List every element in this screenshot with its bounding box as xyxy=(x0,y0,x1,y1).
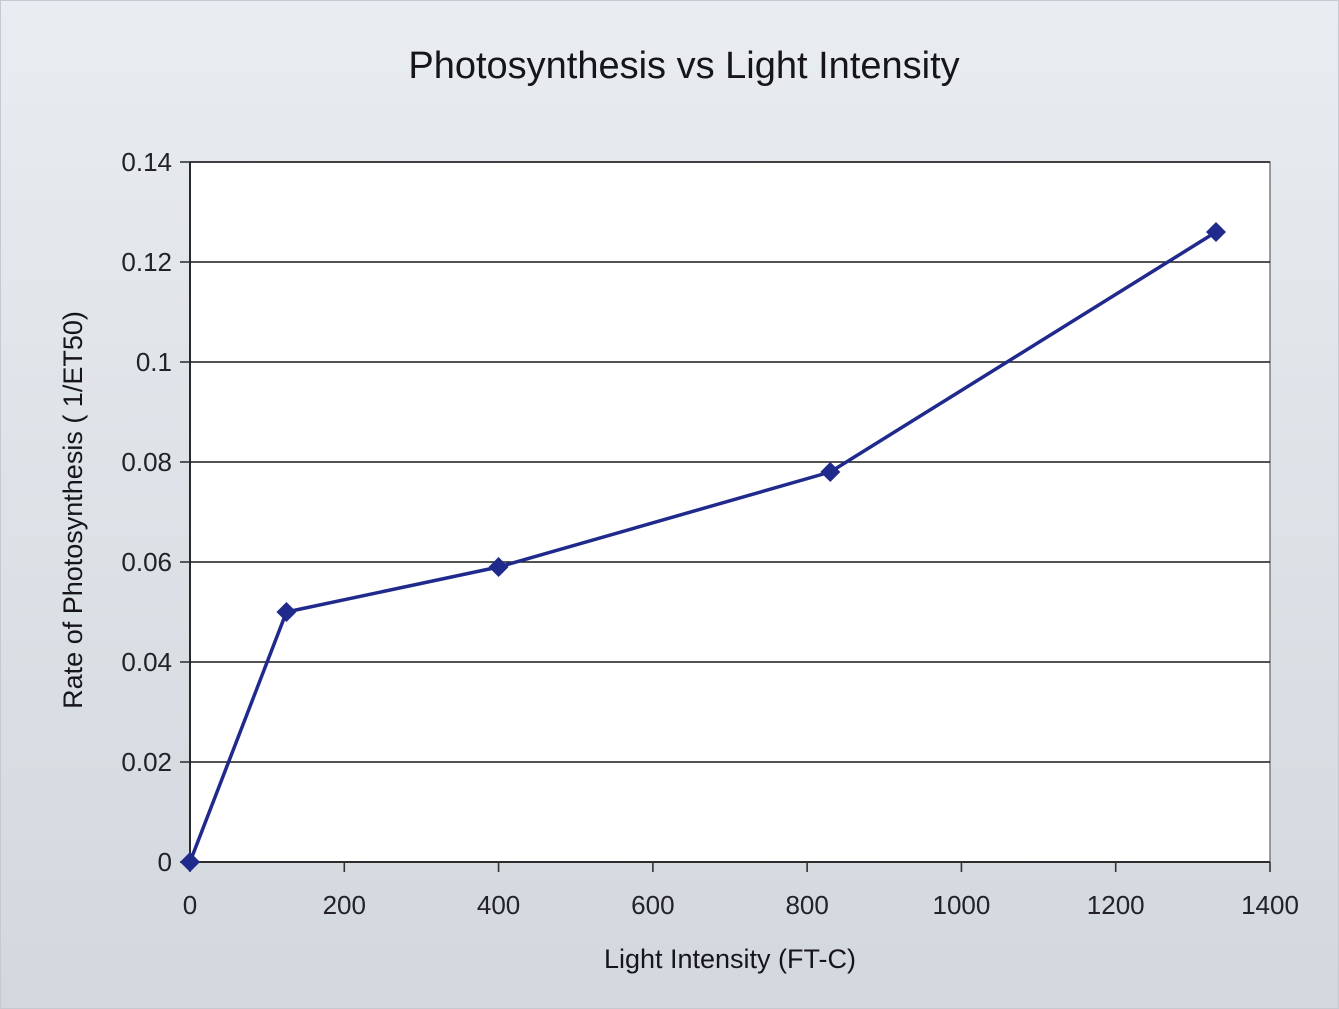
y-axis-title: Rate of Photosynthesis ( 1/ET50) xyxy=(58,311,88,709)
data-point-marker xyxy=(1206,222,1226,242)
axes xyxy=(189,162,1270,863)
x-axis-title: Light Intensity (FT-C) xyxy=(604,944,856,974)
x-tick-label: 0 xyxy=(183,890,197,920)
y-tick-label: 0.02 xyxy=(121,747,172,777)
y-tick-label: 0.14 xyxy=(121,147,172,177)
x-tick-label: 800 xyxy=(785,890,828,920)
x-tick-label: 1400 xyxy=(1241,890,1299,920)
y-tick-label: 0.12 xyxy=(121,247,172,277)
chart-title: Photosynthesis vs Light Intensity xyxy=(408,45,959,87)
x-tick-label: 1000 xyxy=(933,890,991,920)
series-layer xyxy=(180,222,1226,872)
data-point-marker xyxy=(276,602,297,622)
y-axis-ticks: 0 0.02 0.04 0.06 0.08 0.1 0.12 0.14 xyxy=(121,147,190,877)
data-point-marker xyxy=(180,852,200,872)
plot-area xyxy=(189,161,1271,863)
x-tick-label: 600 xyxy=(631,890,674,920)
x-tick-label: 400 xyxy=(477,890,520,920)
x-tick-label: 200 xyxy=(323,890,366,920)
x-axis-ticks: 0 200 400 600 800 1000 1200 1400 xyxy=(183,862,1299,920)
gridlines xyxy=(190,161,1270,763)
y-tick-label: 0.1 xyxy=(136,347,172,377)
y-tick-label: 0 xyxy=(158,847,172,877)
y-tick-label: 0.06 xyxy=(121,547,172,577)
data-point-marker xyxy=(488,557,509,577)
x-tick-label: 1200 xyxy=(1087,890,1145,920)
data-point-marker xyxy=(820,462,841,482)
y-tick-label: 0.04 xyxy=(121,647,172,677)
y-tick-label: 0.08 xyxy=(121,447,172,477)
